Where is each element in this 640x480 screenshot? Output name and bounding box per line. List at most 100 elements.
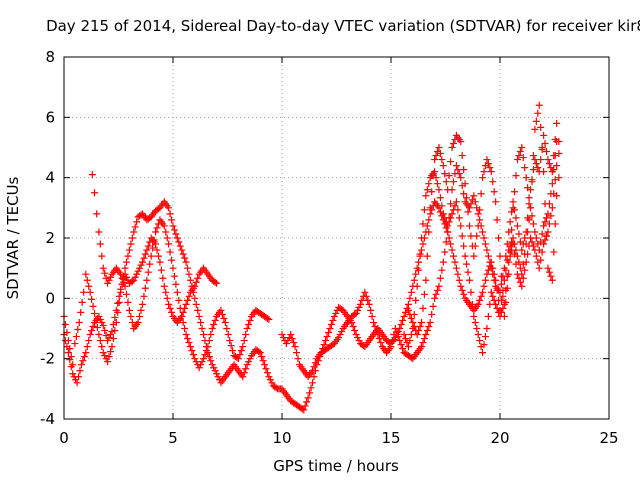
data-point (153, 224, 161, 232)
data-point (239, 373, 247, 381)
series-track-e (400, 162, 561, 357)
data-point (547, 212, 555, 220)
data-point (165, 204, 173, 212)
data-point (134, 318, 142, 326)
data-point (136, 264, 144, 272)
data-point (527, 204, 535, 212)
data-point (159, 274, 167, 282)
data-point (465, 222, 473, 230)
data-point (480, 282, 488, 290)
data-point (519, 274, 527, 282)
data-point (218, 310, 226, 318)
data-point (545, 160, 553, 168)
data-point (278, 331, 286, 339)
data-point (407, 288, 415, 296)
data-point (493, 216, 501, 224)
data-point (550, 152, 558, 160)
data-point (534, 109, 542, 117)
data-point (143, 276, 151, 284)
data-point (452, 198, 460, 206)
data-point (326, 325, 334, 332)
data-point (397, 341, 405, 349)
data-point (445, 172, 453, 180)
data-point (99, 321, 107, 329)
data-point (452, 162, 460, 170)
data-point (80, 288, 88, 296)
data-point (166, 304, 174, 312)
data-point (133, 270, 141, 278)
data-point (104, 358, 112, 366)
y-tick-label: 6 (45, 108, 55, 126)
data-point (265, 315, 273, 323)
data-point (467, 200, 475, 208)
data-point (85, 282, 93, 290)
data-point (464, 268, 472, 276)
data-point (83, 276, 91, 284)
data-point (181, 325, 189, 332)
data-point (201, 351, 209, 359)
data-point (99, 264, 107, 272)
data-point (487, 168, 495, 176)
data-point (410, 310, 418, 318)
data-point (124, 298, 132, 306)
data-point (351, 327, 359, 335)
data-point (499, 304, 507, 312)
data-point (98, 318, 106, 326)
data-point (528, 178, 536, 186)
data-point (543, 232, 551, 240)
data-point (429, 302, 437, 310)
data-point (470, 252, 478, 260)
data-point (541, 139, 549, 147)
data-point (399, 316, 407, 324)
data-point (77, 308, 85, 316)
data-point (527, 234, 535, 242)
data-point (140, 254, 148, 262)
data-point (441, 248, 449, 256)
data-point (543, 214, 551, 222)
data-point (197, 318, 205, 326)
data-point (540, 168, 548, 176)
y-tick-label: 8 (45, 48, 55, 66)
data-point (93, 210, 101, 218)
data-point (108, 328, 116, 336)
data-point (489, 292, 497, 300)
data-point (541, 236, 549, 244)
data-point (166, 248, 174, 256)
data-point (226, 337, 234, 345)
data-point (355, 303, 363, 311)
data-point (131, 223, 139, 231)
data-point (182, 300, 190, 308)
data-point (93, 323, 101, 331)
data-point (185, 339, 193, 347)
data-point (198, 325, 206, 332)
data-point (400, 312, 408, 320)
data-point (551, 176, 559, 184)
data-point (393, 329, 401, 337)
data-point (194, 306, 202, 314)
data-point (540, 222, 548, 230)
data-point (205, 353, 213, 361)
data-point (492, 300, 500, 308)
y-tick-label: -2 (40, 350, 55, 368)
data-point (484, 312, 492, 320)
data-point (406, 294, 414, 302)
x-axis-label: GPS time / hours (273, 457, 399, 475)
data-point (99, 349, 107, 357)
data-point (111, 313, 119, 321)
data-point (243, 361, 251, 369)
data-point (294, 355, 302, 363)
data-point (463, 260, 471, 268)
data-point (367, 306, 375, 314)
data-point (448, 144, 456, 151)
data-point (178, 312, 186, 320)
data-point (181, 254, 189, 262)
data-point (95, 228, 103, 236)
data-point (146, 260, 154, 268)
series-track-a (60, 137, 563, 414)
data-point (487, 264, 495, 272)
data-point (449, 178, 457, 186)
data-point (372, 327, 380, 335)
data-point (240, 337, 248, 345)
data-point (162, 288, 170, 296)
data-point (477, 190, 485, 198)
